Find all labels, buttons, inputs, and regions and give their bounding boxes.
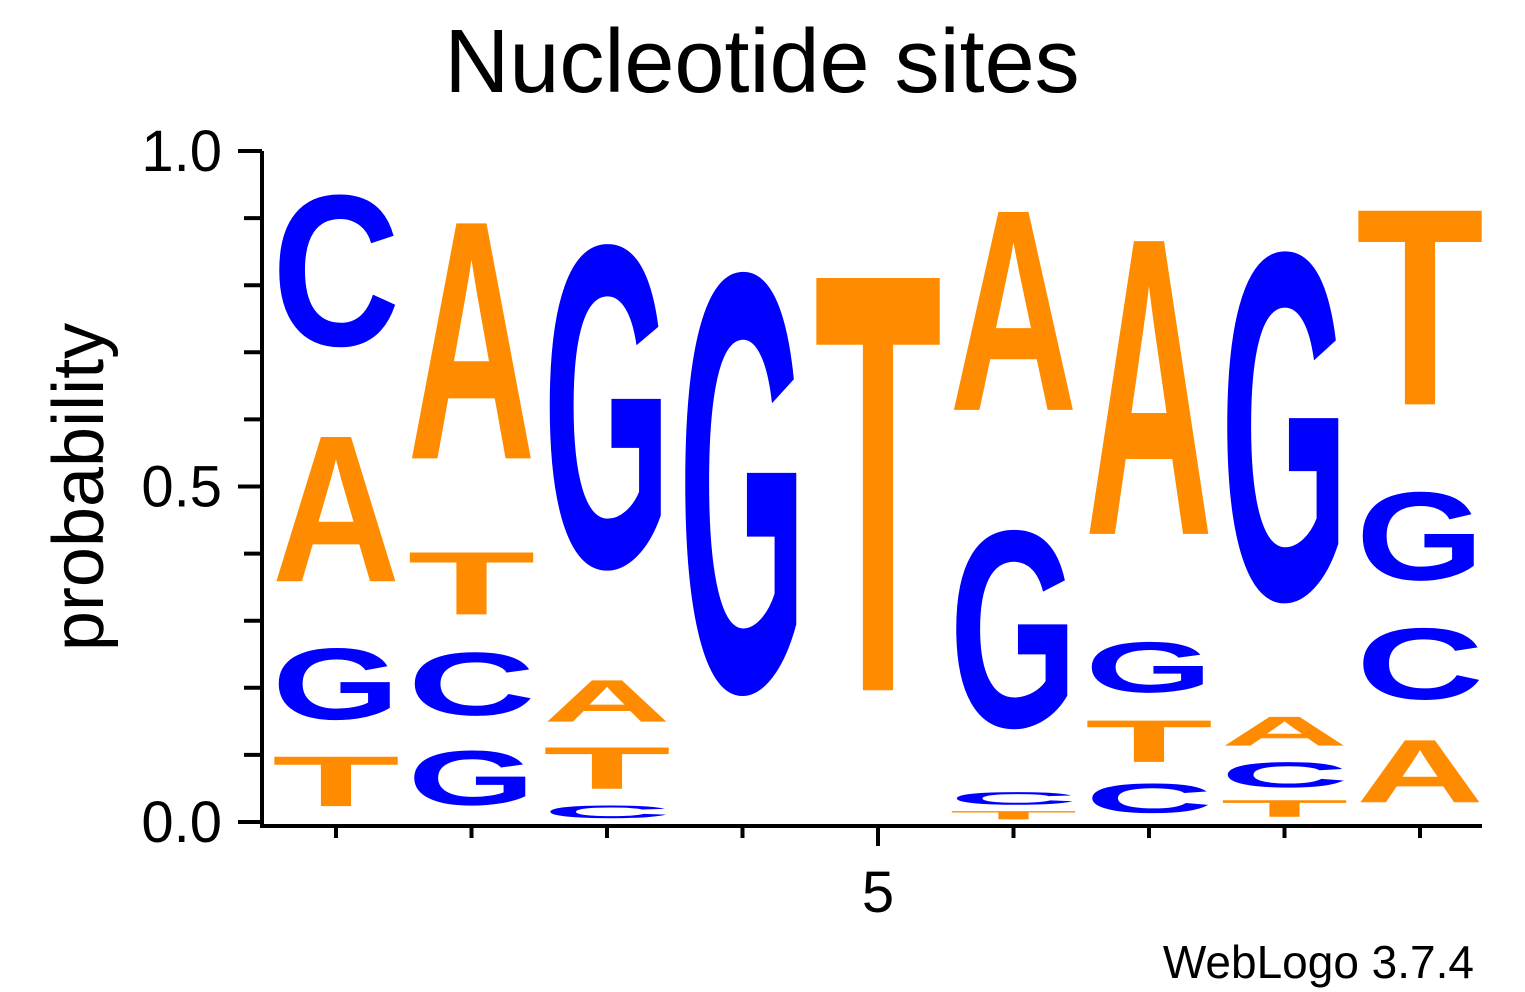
y-tick-label: 1.0 xyxy=(141,119,222,184)
logo-letter-pos8-A: A xyxy=(1221,708,1349,755)
logo-letter-pos9-G: G xyxy=(1356,466,1484,607)
logo-letter-pos6-G: G xyxy=(950,471,1078,786)
y-tick-label: 0.0 xyxy=(141,790,222,855)
logo-letter-pos9-C: C xyxy=(1356,607,1484,721)
logo-letter-pos7-A: A xyxy=(1085,150,1213,625)
logo-letter-pos5-T: T xyxy=(814,150,942,819)
logo-letter-pos2-G: G xyxy=(408,735,536,822)
logo-letter-pos8-T: T xyxy=(1221,795,1349,822)
logo-letter-pos2-C: C xyxy=(408,634,536,734)
logo-letter-pos6-A: A xyxy=(950,150,1078,471)
logo-letter-pos2-A: A xyxy=(408,150,536,532)
footer-text: WebLogo 3.7.4 xyxy=(1163,936,1474,988)
logo-letter-pos1-G: G xyxy=(272,627,400,741)
logo-letter-pos3-C: C xyxy=(543,802,671,822)
logo-letter-pos7-T: T xyxy=(1085,708,1213,775)
logo-letter-pos1-A: A xyxy=(272,392,400,626)
logo-letter-pos9-T: T xyxy=(1356,149,1484,464)
logo-letter-pos1-C: C xyxy=(272,150,400,391)
logo-letter-pos3-G: G xyxy=(543,149,671,664)
logo-letter-pos6-T: T xyxy=(950,809,1078,822)
logo-letter-pos7-G: G xyxy=(1085,627,1213,707)
logo-letter-pos8-G: G xyxy=(1221,150,1349,705)
logo-letter-pos4-G: G xyxy=(679,149,807,819)
y-axis-ticks: 0.0 0.5 1.0 xyxy=(141,119,262,855)
logo-letter-pos6-C: C xyxy=(950,788,1078,808)
logo-letter-pos1-T: T xyxy=(272,741,400,821)
logo-letter-pos7-C: C xyxy=(1085,775,1213,822)
y-tick-label: 0.5 xyxy=(141,455,222,520)
x-tick-label: 5 xyxy=(862,860,894,925)
logo-letter-pos3-T: T xyxy=(543,735,671,802)
logo-letter-pos8-C: C xyxy=(1221,755,1349,795)
chart-title: Nucleotide sites xyxy=(444,12,1079,112)
logo-letter-pos9-A: A xyxy=(1356,721,1484,821)
logo-letter-pos3-A: A xyxy=(543,668,671,735)
logo-letter-pos2-T: T xyxy=(408,534,536,634)
y-axis-label: probability xyxy=(39,323,119,651)
x-axis-ticks: 5 xyxy=(334,826,1422,925)
